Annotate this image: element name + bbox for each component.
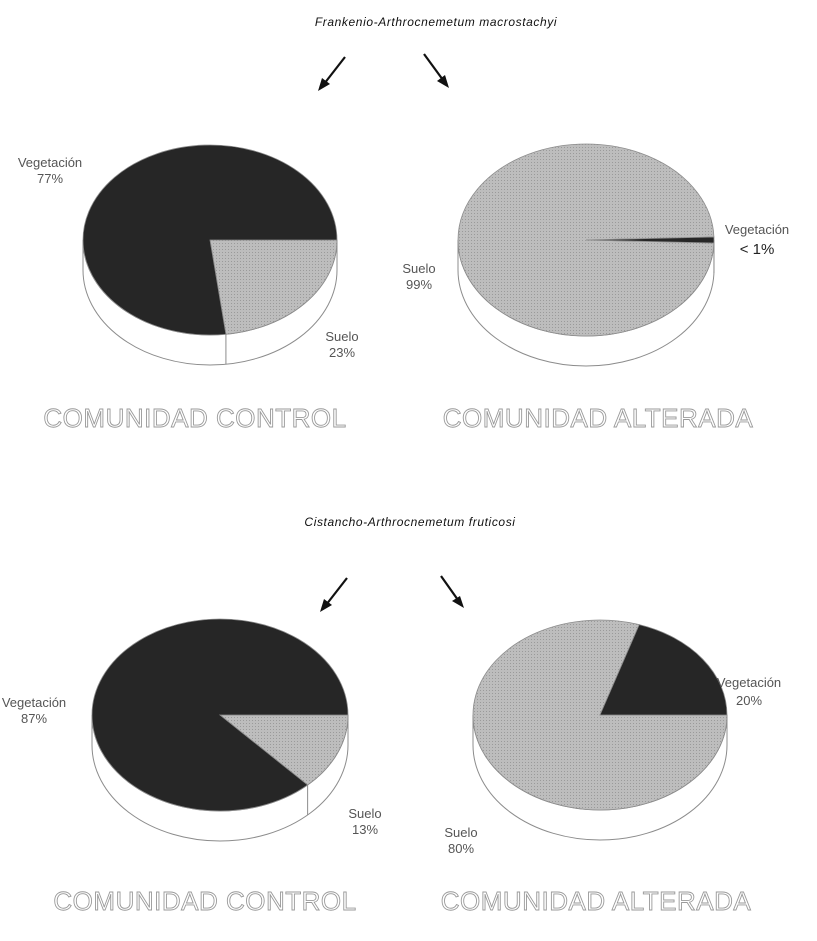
slice-value-label: 80% (448, 841, 474, 856)
pie-slice-soil (457, 143, 715, 337)
title-top: Frankenio-Arthrocnemetum macrostachyi (315, 15, 557, 29)
pie-slice-vegetation (82, 144, 338, 336)
slice-label: Suelo (444, 825, 477, 840)
pie-slice-soil (218, 714, 349, 786)
pie-slice-vegetation (585, 236, 715, 244)
caption-alterada-top: COMUNIDAD ALTERADA (443, 403, 754, 433)
pie-slice-soil (209, 239, 338, 335)
pie-chart-cistancho-control (91, 618, 349, 842)
pie-slice-vegetation (599, 624, 728, 716)
slice-value-label: 77% (37, 171, 63, 186)
pie-slice-vegetation (91, 618, 349, 812)
caption-control-top: COMUNIDAD CONTROL (43, 403, 346, 433)
pie-chart-frankenio-alterada (457, 143, 715, 367)
slice-label: Suelo (402, 261, 435, 276)
arrow-left-bottom-icon (320, 577, 348, 612)
slice-value-label: 13% (352, 822, 378, 837)
slice-value-label: 87% (21, 711, 47, 726)
arrow-right-bottom-icon (440, 575, 464, 608)
pie-chart-cistancho-alterada (472, 619, 728, 841)
pie-chart-frankenio-control (82, 144, 338, 366)
slice-label: Vegetación (725, 222, 789, 237)
caption-control-bottom: COMUNIDAD CONTROL (53, 886, 356, 916)
slice-label: Suelo (348, 806, 381, 821)
slice-value-label: 99% (406, 277, 432, 292)
caption-alterada-bottom: COMUNIDAD ALTERADA (441, 886, 752, 916)
slice-value-label: 23% (329, 345, 355, 360)
slice-label: Vegetación (18, 155, 82, 170)
slice-label: Vegetación (717, 675, 781, 690)
slice-label: Suelo (325, 329, 358, 344)
arrow-right-top-icon (423, 53, 449, 88)
slice-value-label: < 1% (740, 241, 775, 258)
title-bottom: Cistancho-Arthrocnemetum fruticosi (304, 515, 515, 529)
arrow-left-top-icon (318, 56, 346, 91)
slice-value-label: 20% (736, 693, 762, 708)
slice-label: Vegetación (2, 695, 66, 710)
